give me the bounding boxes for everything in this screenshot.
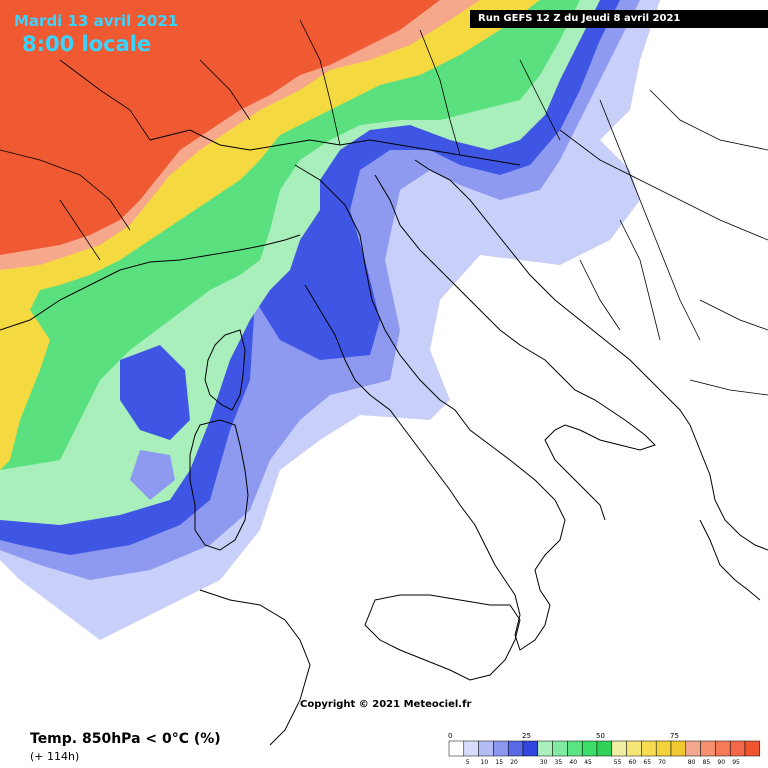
- copyright: Copyright © 2021 Meteociel.fr: [300, 699, 472, 710]
- italy-adriatic-coast: [374, 174, 656, 521]
- legend-swatch: [626, 740, 642, 757]
- sardinia-coastline: [189, 419, 249, 551]
- legend-major-tick: 50: [596, 732, 605, 740]
- legend-minor-tick: 15: [495, 759, 503, 766]
- legend-swatch: [507, 740, 524, 757]
- legend-swatch: [552, 740, 568, 757]
- legend-swatch: [478, 740, 494, 757]
- eastern-borders: [559, 89, 768, 396]
- lead-time: (+ 114h): [30, 750, 80, 763]
- legend-swatch: [567, 740, 583, 757]
- legend-swatch: [670, 740, 687, 757]
- forecast-time: 8:00 locale: [22, 32, 152, 56]
- legend-swatch: [729, 740, 746, 757]
- legend-swatch: [655, 740, 672, 757]
- legend-swatch: [685, 740, 701, 757]
- legend-swatch: [715, 740, 731, 757]
- legend-major-tick: 75: [670, 732, 679, 740]
- legend-minor-tick: 10: [481, 759, 489, 766]
- forecast-date: Mardi 13 avril 2021: [14, 12, 179, 30]
- prob-zone-95: [0, 0, 440, 255]
- italy-coastline: [294, 164, 566, 651]
- legend-minor-tick: 85: [703, 759, 711, 766]
- prob-patch-corsica: [120, 345, 190, 440]
- balkan-coastline: [414, 159, 691, 426]
- greece-coastline: [689, 424, 768, 551]
- legend-minor-tick: 80: [688, 759, 696, 766]
- legend-major-tick: 25: [522, 732, 531, 740]
- legend-swatch: [493, 740, 509, 757]
- legend-major-tick: 0: [448, 732, 452, 740]
- france-coastline: [0, 234, 301, 331]
- legend-minor-tick: 95: [732, 759, 740, 766]
- corsica-coastline: [204, 329, 246, 411]
- legend-swatch: [581, 740, 598, 757]
- legend-minor-tick: 65: [643, 759, 651, 766]
- legend-minor-tick: 20: [510, 759, 518, 766]
- legend-minor-tick: 45: [584, 759, 592, 766]
- sicily-coastline: [364, 594, 521, 681]
- legend-minor-tick: 30: [540, 759, 548, 766]
- legend-minor-tick: 35: [555, 759, 563, 766]
- run-info: Run GEFS 12 Z du Jeudi 8 avril 2021: [470, 10, 768, 28]
- legend-minor-tick: 60: [629, 759, 637, 766]
- country-borders: [59, 19, 701, 341]
- greece-peninsula: [699, 519, 761, 601]
- legend-swatch: [744, 740, 761, 757]
- legend-swatch: [641, 740, 657, 757]
- coastlines: [0, 19, 768, 746]
- legend-minor-tick: 90: [717, 759, 725, 766]
- legend-minor-tick: 55: [614, 759, 622, 766]
- legend-swatch: [463, 740, 479, 757]
- parameter-label: Temp. 850hPa < 0°C (%): [30, 731, 221, 747]
- legend-minor-tick: 40: [569, 759, 577, 766]
- western-borders: [0, 149, 131, 261]
- legend-swatch: [537, 740, 553, 757]
- legend: 0 25 50 75 5 10 15 20 30 35 40 45 55 60 65 70 80 85 90 95: [448, 732, 761, 766]
- legend-swatch: [596, 740, 613, 757]
- legend-minor-tick: 5: [466, 759, 470, 766]
- legend-minor-tick: 70: [658, 759, 666, 766]
- probability-shading: [0, 0, 660, 640]
- prob-patch-sardinia: [130, 450, 175, 500]
- legend-swatch: [700, 740, 716, 757]
- africa-coastline: [199, 589, 311, 746]
- legend-swatch: [448, 740, 465, 757]
- legend-swatch: [522, 740, 539, 757]
- legend-swatch: [611, 740, 627, 757]
